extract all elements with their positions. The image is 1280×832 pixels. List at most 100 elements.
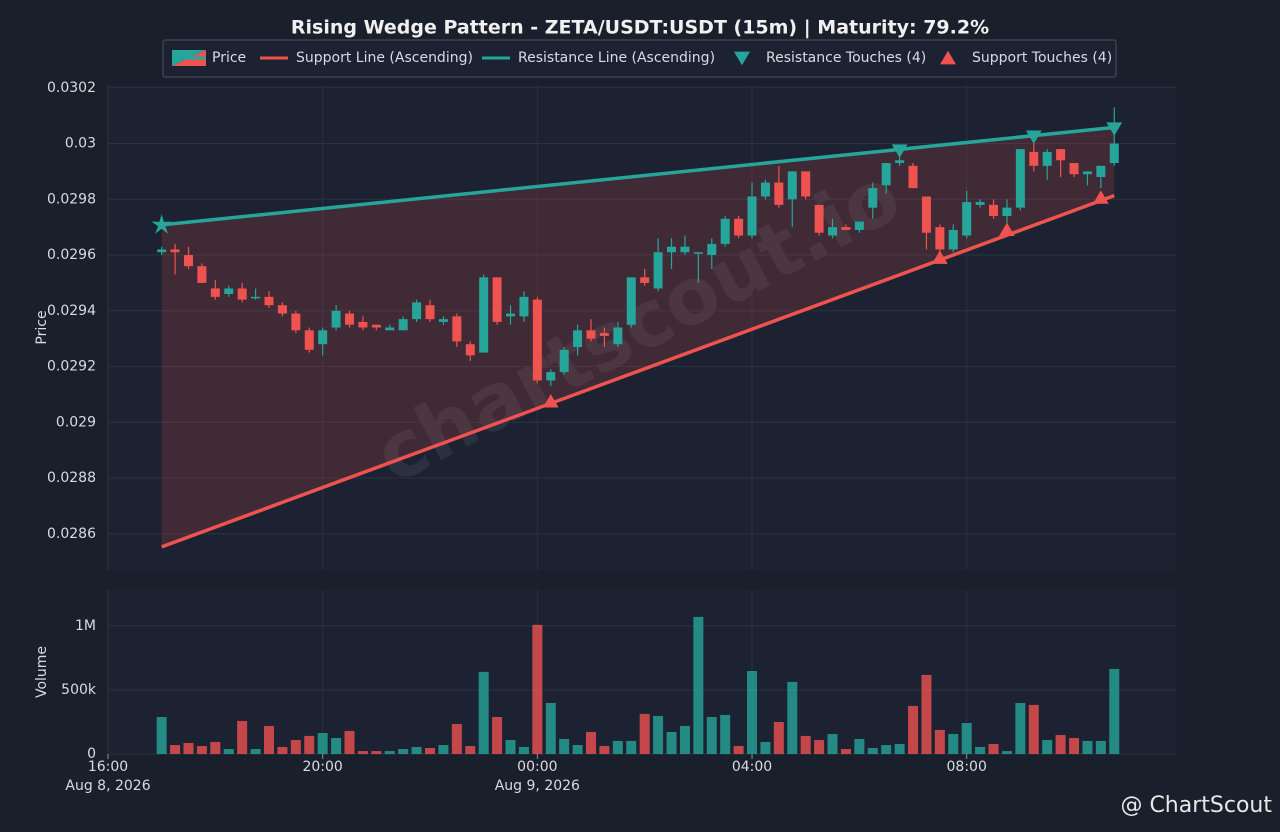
candle-body (586, 330, 596, 339)
touch-marker (151, 213, 173, 234)
volume-bar (1015, 703, 1026, 754)
volume-bar (156, 716, 167, 754)
candle-body (345, 313, 355, 325)
candle-body (975, 202, 985, 205)
candle-body (895, 160, 905, 164)
candle-body (854, 221, 864, 230)
candle-body (613, 327, 623, 345)
volume-bar (773, 721, 784, 754)
price-plot-area (108, 85, 1176, 570)
volume-bar (196, 746, 207, 754)
y-tick-label: 0.0296 (47, 247, 96, 263)
volume-bar (1028, 704, 1039, 754)
volume-bar (975, 746, 986, 754)
candle-body (774, 182, 784, 205)
volume-bar (572, 745, 583, 754)
candle-body (425, 305, 435, 320)
volume-bar (653, 715, 664, 754)
volume-bar (988, 744, 999, 754)
y-tick-label: 0.0298 (47, 191, 96, 207)
touch-marker (1025, 130, 1042, 144)
chart-title: Rising Wedge Pattern - ZETA/USDT:USDT (1… (291, 17, 989, 39)
candle-body (747, 196, 757, 236)
candle-body (438, 319, 448, 322)
touch-marker (1106, 122, 1123, 136)
volume-bar (854, 739, 865, 754)
volume-bar (411, 746, 422, 754)
candle-body (1082, 171, 1092, 175)
volume-bar (237, 720, 248, 754)
volume-bar (344, 730, 355, 754)
candle-body (573, 330, 583, 348)
volume-bar (223, 749, 234, 754)
y-tick-label: 0.0288 (47, 470, 96, 486)
candle-body (210, 288, 220, 297)
candle-body (841, 227, 851, 230)
legend-box (162, 39, 1117, 78)
candle-body (1042, 151, 1052, 166)
volume-bar (545, 703, 556, 754)
candle-body (170, 249, 180, 253)
candle-body (251, 296, 261, 299)
candle-body (667, 246, 677, 253)
x-tick-label: 20:00 (302, 759, 343, 775)
candle-body (519, 296, 529, 317)
volume-bar (760, 741, 771, 754)
candle-body (559, 349, 569, 373)
candle-body (693, 252, 703, 254)
volume-bar (277, 746, 288, 754)
candle-body (546, 372, 556, 381)
trend-line (161, 194, 1115, 549)
candle-body (157, 249, 167, 253)
candle-body (1029, 151, 1039, 166)
volume-bar (518, 746, 529, 754)
volume-bar (921, 674, 932, 754)
volume-bar (451, 724, 462, 754)
candle-body (412, 302, 422, 320)
candle-body (277, 305, 287, 314)
candle-body (989, 204, 999, 217)
volume-bar (747, 670, 758, 754)
legend-icon (940, 50, 956, 65)
candle-body (653, 252, 663, 289)
candle-body (237, 288, 247, 300)
volume-bar (961, 722, 972, 754)
candle-body (184, 255, 194, 267)
volume-bar (800, 735, 811, 754)
candle-body (358, 321, 368, 328)
candle-body (908, 165, 918, 189)
candle-body (532, 299, 542, 381)
volume-bar (505, 740, 516, 754)
volume-bar (183, 742, 194, 754)
candle-body (1096, 165, 1106, 177)
volume-bar (599, 746, 610, 754)
footer: @ ChartScout (1120, 793, 1272, 818)
volume-bar (465, 746, 476, 754)
volume-bar (532, 624, 543, 754)
volume-bar (1069, 737, 1080, 754)
volume-bar (894, 744, 905, 754)
candle-body (385, 327, 395, 331)
volume-bar (559, 739, 570, 754)
x-tick-label: 16:00 Aug 8, 2026 (65, 759, 151, 794)
volume-bar (1042, 740, 1053, 754)
candle-body (197, 266, 207, 283)
touch-marker (542, 394, 559, 408)
volume-bar (706, 716, 717, 754)
candle-body (801, 171, 811, 197)
candle-body (479, 277, 489, 353)
candle-body (734, 218, 744, 236)
y-tick-label: 0.029 (56, 414, 96, 430)
candle-body (760, 182, 770, 197)
volume-bar (693, 616, 704, 754)
y-tick-label: 1M (75, 618, 96, 634)
volume-bar (304, 735, 315, 754)
candle-body (921, 196, 931, 233)
volume-bar (934, 729, 945, 754)
volume-bar (814, 740, 825, 754)
candle-body (828, 227, 838, 236)
volume-bar (586, 731, 597, 754)
touch-marker (891, 144, 908, 158)
candle-body (492, 277, 502, 322)
